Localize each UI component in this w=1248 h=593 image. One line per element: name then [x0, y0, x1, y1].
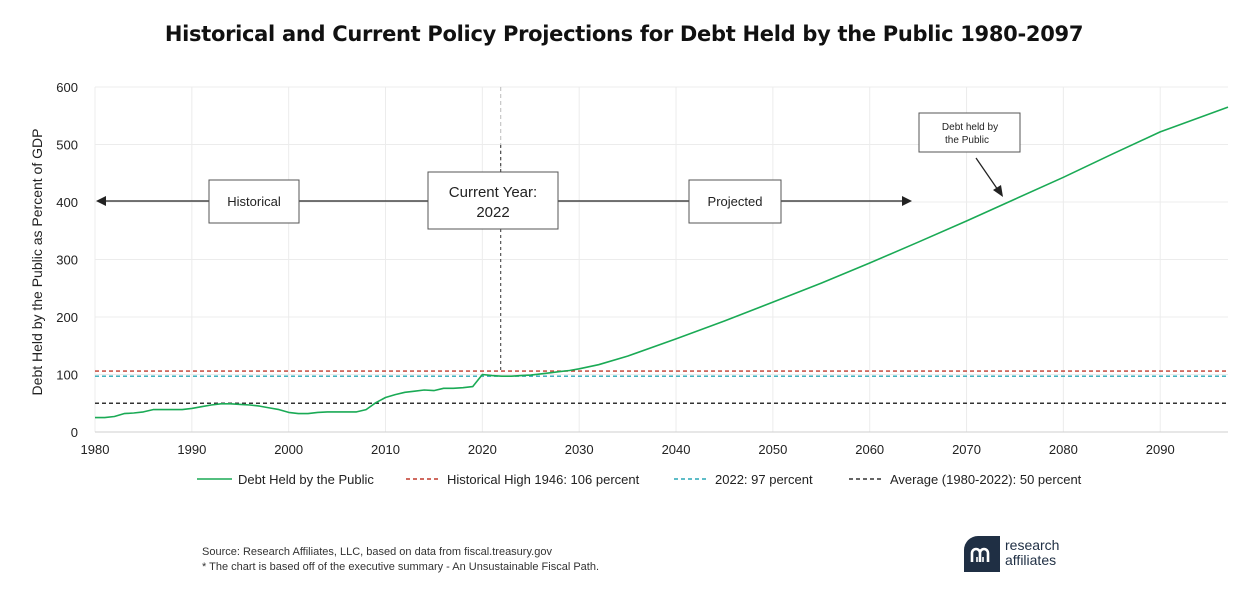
- y-tick-label: 400: [56, 195, 78, 210]
- historical-label: Historical: [227, 194, 281, 209]
- x-tick-label: 1990: [177, 442, 206, 457]
- callout-arrow: [975, 157, 999, 191]
- x-tick-label: 2010: [371, 442, 400, 457]
- debt-series-line: [95, 106, 1229, 419]
- x-tick-label: 2040: [662, 442, 691, 457]
- y-axis-label: Debt Held by the Public as Percent of GD…: [29, 129, 45, 396]
- x-tick-label: 2030: [565, 442, 594, 457]
- legend-label: 2022: 97 percent: [715, 472, 813, 487]
- x-tick-label: 2090: [1146, 442, 1175, 457]
- legend: Debt Held by the Public Historical High 1…: [197, 472, 1082, 487]
- x-tick-label: 1980: [81, 442, 110, 457]
- callout-arrow-head: [993, 185, 1003, 197]
- current-year-label-line2: 2022: [476, 204, 509, 221]
- historical-arrow-head: [96, 196, 106, 206]
- projected-box: [688, 179, 782, 224]
- y-tick-label: 300: [56, 253, 78, 268]
- x-tick-label: 2070: [952, 442, 981, 457]
- axes: 0 100 200 300 400 500 600 1980 1990 2000 2010 2020 2…: [56, 80, 1228, 457]
- legend-label: Historical High 1946: 106 percent: [447, 472, 640, 487]
- x-tick-label: 2080: [1049, 442, 1078, 457]
- logo-line-1: research: [1005, 537, 1060, 553]
- ra-logo-icon: [964, 536, 1000, 572]
- annotations: Historical Current Year: 2022 Projected …: [96, 112, 1021, 230]
- x-tick-label: 2050: [758, 442, 787, 457]
- x-tick-label: 2000: [274, 442, 303, 457]
- y-tick-label: 200: [56, 310, 78, 325]
- callout-line2: the Public: [945, 135, 989, 146]
- current-year-box: [427, 171, 559, 230]
- legend-label: Average (1980-2022): 50 percent: [890, 472, 1082, 487]
- y-tick-label: 0: [71, 425, 78, 440]
- grid: [94, 86, 1228, 433]
- y-tick-label: 600: [56, 80, 78, 95]
- callout-box: [918, 112, 1021, 153]
- logo-line-2: affiliates: [1005, 552, 1057, 568]
- chart-title: Historical and Current Policy Projection…: [164, 22, 1084, 46]
- legend-label: Debt Held by the Public: [238, 472, 374, 487]
- source-line-1: Source: Research Affiliates, LLC, based …: [202, 546, 552, 558]
- y-tick-label: 100: [56, 368, 78, 383]
- y-tick-label: 500: [56, 138, 78, 153]
- x-tick-label: 2020: [468, 442, 497, 457]
- source-note: Source: Research Affiliates, LLC, based …: [202, 545, 599, 575]
- research-affiliates-logo: research affiliates: [964, 536, 1094, 572]
- projected-arrow-head: [902, 196, 912, 206]
- projected-label: Projected: [708, 194, 763, 209]
- current-year-label-line1: Current Year:: [449, 184, 537, 201]
- series: [95, 106, 1229, 419]
- reference-lines: [95, 370, 1228, 404]
- historical-box: [208, 179, 300, 224]
- x-tick-label: 2060: [855, 442, 884, 457]
- callout-line1: Debt held by: [942, 122, 998, 133]
- source-line-2: * The chart is based off of the executiv…: [202, 561, 600, 573]
